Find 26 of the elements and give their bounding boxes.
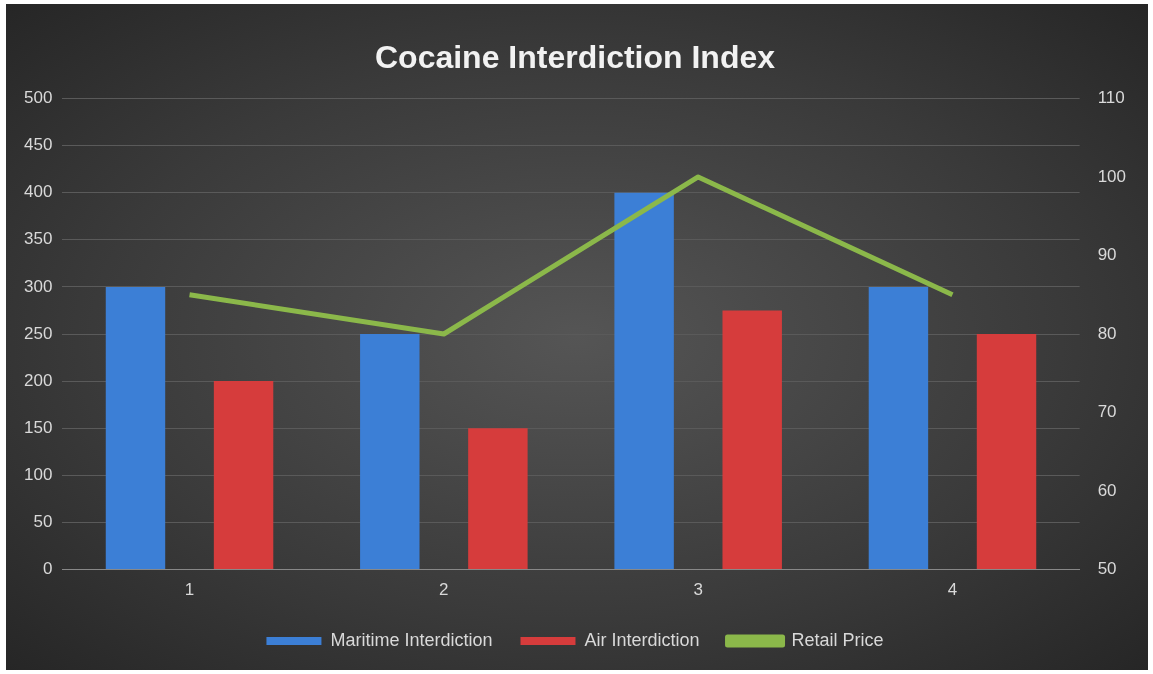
x-tick-label: 3 [693,580,703,600]
legend-label: Air Interdiction [584,629,700,650]
legend-label: Maritime Interdiction [330,629,493,650]
y-tick-label: 350 [23,229,53,249]
y2-tick-label: 80 [1097,323,1117,343]
chart-title: Cocaine Interdiction Index [374,39,776,76]
x-tick-label: 4 [947,580,958,600]
y2-tick-label: 50 [1097,559,1117,579]
y-tick-label: 500 [23,88,53,108]
y-tick-label: 450 [23,135,53,155]
y-tick-label: 100 [23,465,53,485]
y2-tick-label: 70 [1097,402,1117,422]
legend-label: Retail Price [791,629,884,650]
y-tick-label: 400 [23,182,53,202]
x-tick-label: 1 [184,580,195,600]
y-tick-label: 150 [23,417,53,437]
y2-tick-label: 90 [1097,245,1117,265]
y-tick-label: 250 [23,323,53,343]
y-tick-label: 200 [23,370,53,390]
y2-tick-label: 110 [1097,88,1125,108]
y-tick-label: 300 [23,276,53,296]
y-tick-label: 0 [42,559,53,579]
y-tick-label: 50 [33,512,53,532]
y2-tick-label: 100 [1097,166,1127,186]
x-tick-label: 2 [439,580,449,600]
y2-tick-label: 60 [1097,480,1117,500]
